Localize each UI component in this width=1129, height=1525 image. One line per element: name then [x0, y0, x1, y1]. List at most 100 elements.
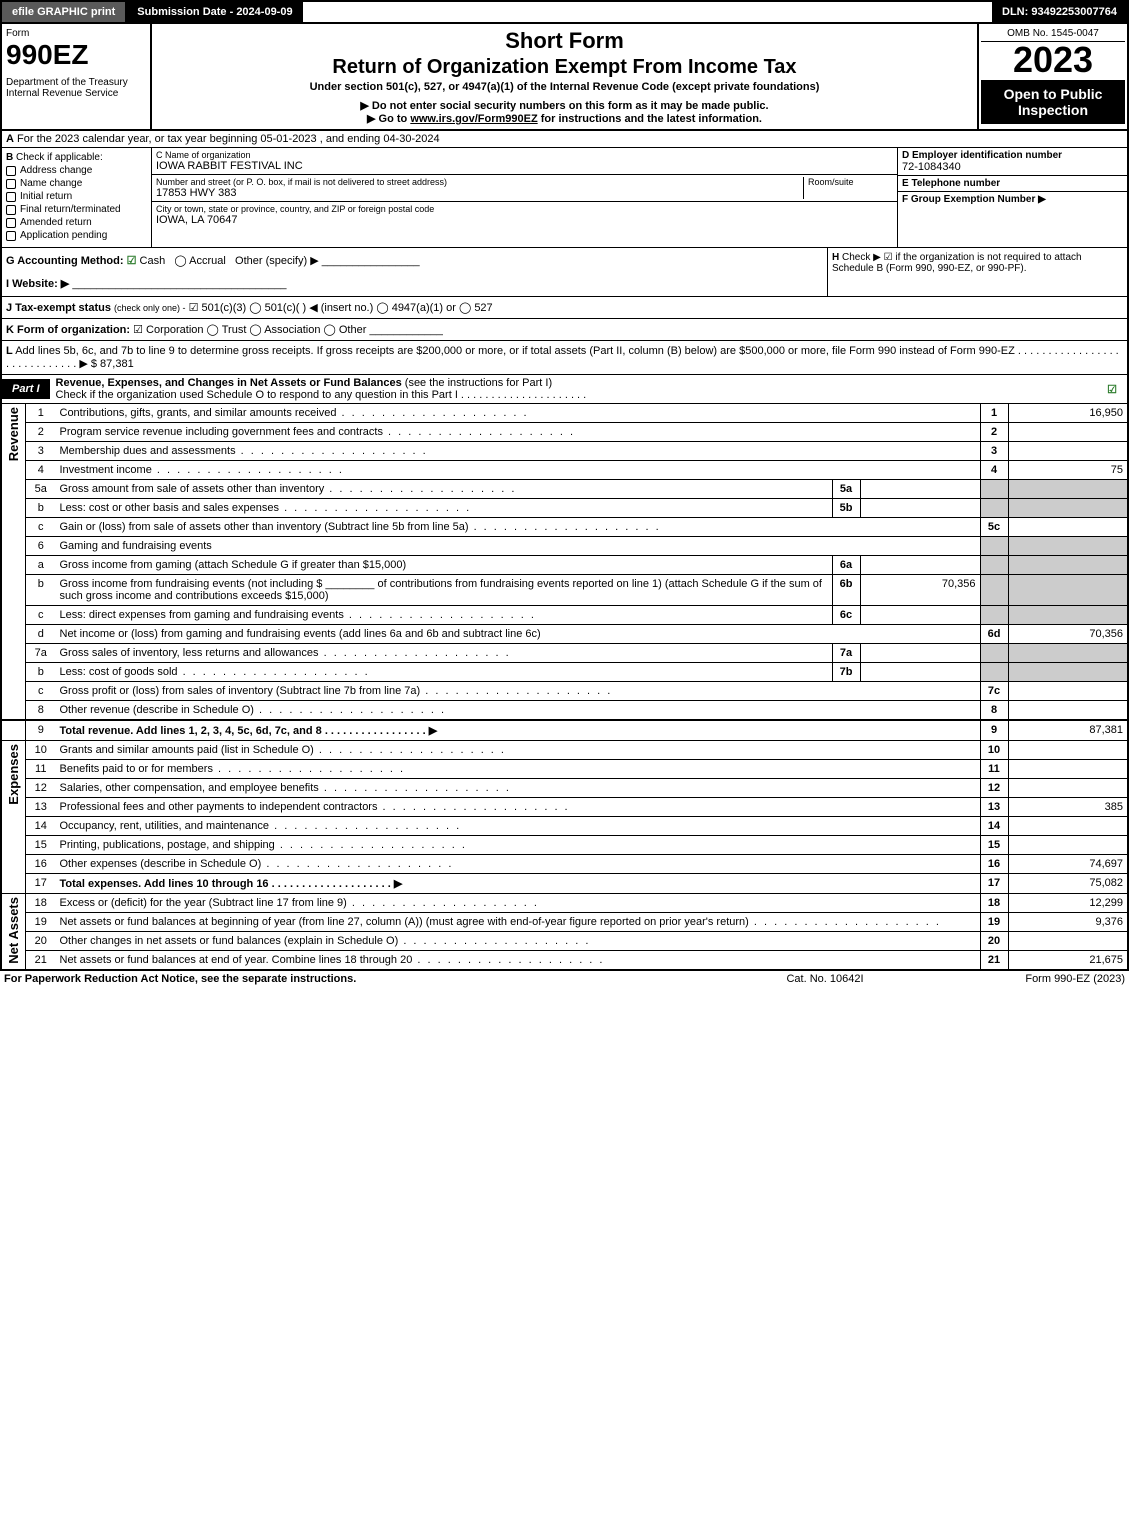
- line-desc: Other changes in net assets or fund bala…: [56, 932, 981, 951]
- line-desc: Investment income: [56, 461, 981, 480]
- line-num: 16: [26, 855, 56, 874]
- line-desc: Net assets or fund balances at end of ye…: [56, 951, 981, 970]
- col-c: C Name of organization IOWA RABBIT FESTI…: [152, 148, 897, 247]
- line-num: 19: [26, 913, 56, 932]
- l-label: L: [6, 345, 13, 357]
- table-row: bLess: cost or other basis and sales exp…: [1, 499, 1128, 518]
- header-right: OMB No. 1545-0047 2023 Open to Public In…: [977, 24, 1127, 129]
- org-name: IOWA RABBIT FESTIVAL INC: [156, 160, 893, 172]
- tel-label: E Telephone number: [902, 178, 1123, 189]
- line-num: 17: [26, 874, 56, 894]
- subtitle-1: Under section 501(c), 527, or 4947(a)(1)…: [158, 81, 971, 93]
- g-accrual: Accrual: [189, 255, 226, 267]
- line-desc: Gross amount from sale of assets other t…: [56, 480, 833, 499]
- row-a: A For the 2023 calendar year, or tax yea…: [0, 131, 1129, 148]
- k-opts: ☑ Corporation ◯ Trust ◯ Association ◯ Ot…: [133, 324, 366, 336]
- line-amt: [1008, 518, 1128, 537]
- subtitle-2: ▶ Do not enter social security numbers o…: [158, 99, 971, 112]
- sub-num: 7a: [832, 644, 860, 663]
- line-desc: Occupancy, rent, utilities, and maintena…: [56, 817, 981, 836]
- line-amt: 12,299: [1008, 894, 1128, 913]
- line-num: b: [26, 575, 56, 606]
- line-amt: [1008, 442, 1128, 461]
- sub-num: 6a: [832, 556, 860, 575]
- checkbox-initial-return[interactable]: [6, 192, 16, 202]
- table-row: 14Occupancy, rent, utilities, and mainte…: [1, 817, 1128, 836]
- line-desc: Less: cost or other basis and sales expe…: [56, 499, 833, 518]
- line-desc: Salaries, other compensation, and employ…: [56, 779, 981, 798]
- line-desc: Gross profit or (loss) from sales of inv…: [56, 682, 981, 701]
- l17-bold: Total expenses. Add lines 10 through 16 …: [60, 878, 403, 890]
- line-amt: 9,376: [1008, 913, 1128, 932]
- line-rn-shade: [980, 499, 1008, 518]
- sub3-post: for instructions and the latest informat…: [538, 113, 762, 125]
- chk-label: Name change: [20, 178, 82, 189]
- line-desc: Gaming and fundraising events: [56, 537, 981, 556]
- line-num: 9: [26, 720, 56, 741]
- i-label: I Website: ▶: [6, 278, 69, 290]
- efile-print-button[interactable]: efile GRAPHIC print: [2, 2, 127, 22]
- line-rn: 4: [980, 461, 1008, 480]
- line-rn-shade: [980, 480, 1008, 499]
- line-num: 10: [26, 741, 56, 760]
- h-text: Check ▶ ☑ if the organization is not req…: [832, 252, 1082, 274]
- table-row: 12Salaries, other compensation, and empl…: [1, 779, 1128, 798]
- row-g: G Accounting Method: ☑ Cash ◯ Accrual Ot…: [2, 248, 827, 296]
- sub-val: [860, 644, 980, 663]
- page-footer: For Paperwork Reduction Act Notice, see …: [0, 970, 1129, 987]
- line-desc: Excess or (deficit) for the year (Subtra…: [56, 894, 981, 913]
- sub-val: [860, 480, 980, 499]
- part1-checkline: Check if the organization used Schedule …: [56, 389, 587, 401]
- table-row: bLess: cost of goods sold7b: [1, 663, 1128, 682]
- j-label: J Tax-exempt status: [6, 302, 111, 314]
- sub-num: 7b: [832, 663, 860, 682]
- checkbox-address-change[interactable]: [6, 166, 16, 176]
- line-num: b: [26, 499, 56, 518]
- room-label: Room/suite: [808, 177, 893, 187]
- line-desc: Professional fees and other payments to …: [56, 798, 981, 817]
- line-amt-shade: [1008, 537, 1128, 556]
- check-icon: ☑: [127, 255, 137, 267]
- table-row: 6Gaming and fundraising events: [1, 537, 1128, 556]
- org-name-label: C Name of organization: [156, 150, 893, 160]
- sub-val: [860, 499, 980, 518]
- subtitle-3: ▶ Go to www.irs.gov/Form990EZ for instru…: [158, 112, 971, 125]
- table-row: 15Printing, publications, postage, and s…: [1, 836, 1128, 855]
- line-amt-shade: [1008, 644, 1128, 663]
- line-rn: 18: [980, 894, 1008, 913]
- table-row: 5aGross amount from sale of assets other…: [1, 480, 1128, 499]
- checkbox-application-pending[interactable]: [6, 231, 16, 241]
- k-label: K Form of organization:: [6, 324, 130, 336]
- checkbox-name-change[interactable]: [6, 179, 16, 189]
- l-text: Add lines 5b, 6c, and 7b to line 9 to de…: [6, 345, 1119, 370]
- sub-num: 5a: [832, 480, 860, 499]
- line-desc: Gross income from fundraising events (no…: [56, 575, 833, 606]
- table-row: dNet income or (loss) from gaming and fu…: [1, 625, 1128, 644]
- dept-label: Department of the Treasury Internal Reve…: [6, 77, 146, 99]
- sub-val: [860, 606, 980, 625]
- checkbox-amended-return[interactable]: [6, 218, 16, 228]
- line-num: c: [26, 518, 56, 537]
- line-amt: 385: [1008, 798, 1128, 817]
- line-num: 5a: [26, 480, 56, 499]
- line-num: b: [26, 663, 56, 682]
- tax-year: 2023: [981, 42, 1125, 78]
- row-j: J Tax-exempt status (check only one) - ☑…: [0, 297, 1129, 319]
- side-netassets: Net Assets: [6, 897, 21, 964]
- city-label: City or town, state or province, country…: [156, 204, 893, 214]
- line-desc: Program service revenue including govern…: [56, 423, 981, 442]
- irs-link[interactable]: www.irs.gov/Form990EZ: [410, 113, 537, 125]
- line-amt: 21,675: [1008, 951, 1128, 970]
- footer-center: Cat. No. 10642I: [725, 973, 925, 985]
- line-amt: [1008, 779, 1128, 798]
- section-bcd: B Check if applicable: Address change Na…: [0, 148, 1129, 248]
- line-amt: 74,697: [1008, 855, 1128, 874]
- table-row: bGross income from fundraising events (n…: [1, 575, 1128, 606]
- line-rn: 11: [980, 760, 1008, 779]
- table-row: aGross income from gaming (attach Schedu…: [1, 556, 1128, 575]
- footer-left: For Paperwork Reduction Act Notice, see …: [4, 973, 725, 985]
- side-expenses: Expenses: [6, 744, 21, 805]
- line-desc: Gross income from gaming (attach Schedul…: [56, 556, 833, 575]
- line-amt: 87,381: [1008, 720, 1128, 741]
- checkbox-final-return[interactable]: [6, 205, 16, 215]
